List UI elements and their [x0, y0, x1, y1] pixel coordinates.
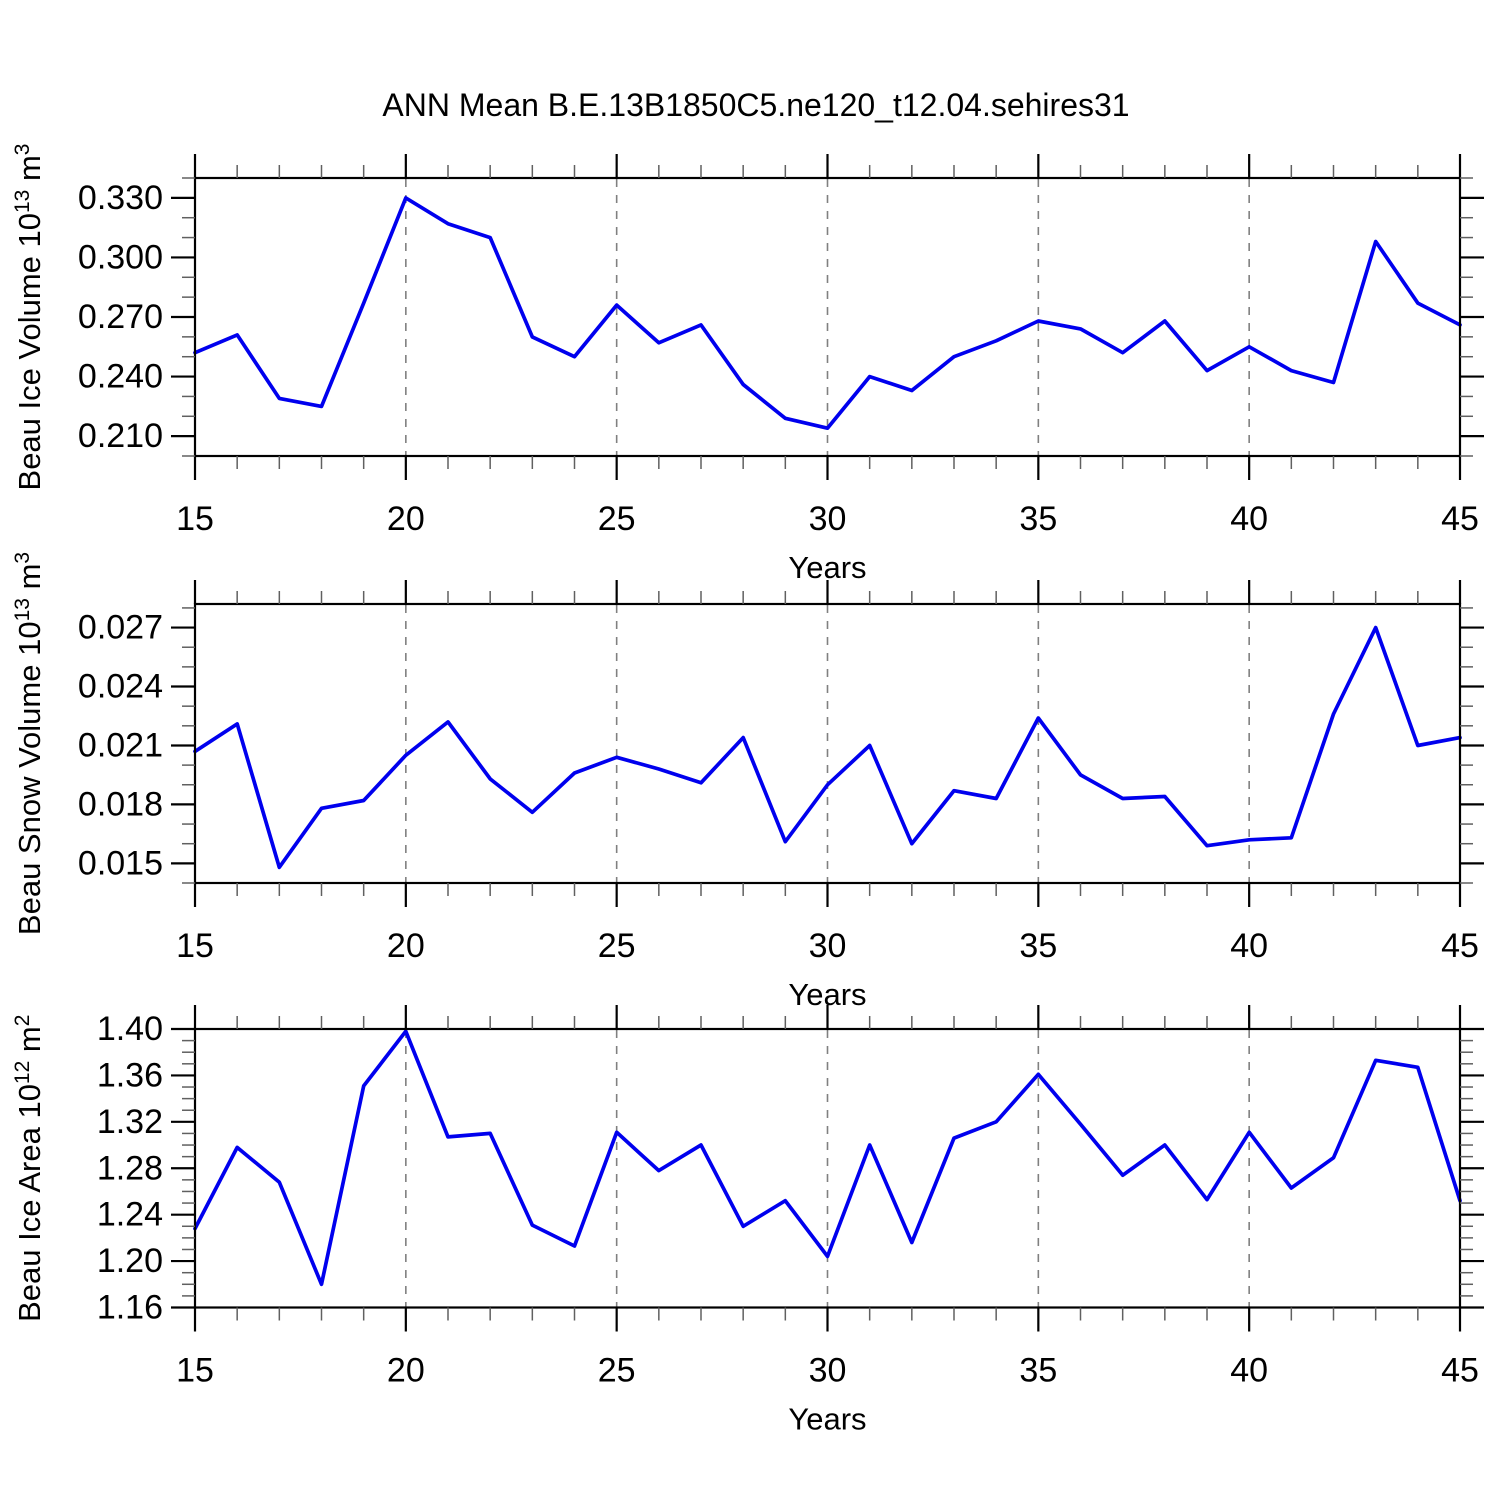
- panel-3-xaxis-title: Years: [788, 1402, 866, 1437]
- xtick-label: 45: [1441, 500, 1479, 538]
- xtick-label: 25: [598, 1352, 636, 1390]
- ytick-label: 1.32: [97, 1103, 163, 1141]
- xtick-label: 20: [387, 500, 425, 538]
- panel-3-yaxis-title: Beau Ice Area 1012 m2: [11, 1015, 47, 1322]
- panel-2-ticks: [171, 580, 1484, 907]
- panel-3-xtick-labels: 15 20 25 30 35 40 45: [176, 1352, 1479, 1390]
- xtick-label: 25: [598, 500, 636, 538]
- panel-2-ytick-labels: 0.027 0.024 0.021 0.018 0.015: [78, 609, 163, 883]
- ytick-label: 0.021: [78, 726, 163, 764]
- panel-1-ytick-labels: 0.330 0.300 0.270 0.240 0.210: [78, 179, 163, 455]
- ytick-label: 1.16: [97, 1289, 163, 1327]
- panel-1-yaxis-title: Beau Ice Volume 1013 m3: [11, 144, 47, 491]
- xtick-label: 15: [176, 1352, 214, 1390]
- ytick-label: 0.240: [78, 358, 163, 396]
- panel-3-ticks: [171, 1005, 1484, 1332]
- ytick-label: 0.015: [78, 844, 163, 882]
- ytick-label: 0.024: [78, 668, 163, 706]
- panel-1-xtick-labels: 15 20 25 30 35 40 45: [176, 500, 1479, 538]
- ytick-label: 0.270: [78, 298, 163, 336]
- panel-2-yaxis-title: Beau Snow Volume 1013 m3: [11, 552, 47, 935]
- ytick-label: 0.300: [78, 238, 163, 276]
- panel-2: 0.027 0.024 0.021 0.018 0.015 15 20 25 30 35 40 45 Y…: [11, 552, 1484, 1012]
- xtick-label: 40: [1230, 1352, 1268, 1390]
- ytick-label: 1.20: [97, 1242, 163, 1280]
- xtick-label: 35: [1019, 1352, 1057, 1390]
- panel-1-data-line: [193, 196, 1462, 431]
- ytick-label: 1.28: [97, 1149, 163, 1187]
- figure-title: ANN Mean B.E.13B1850C5.ne120_t12.04.sehi…: [382, 87, 1129, 123]
- panel-1-ticks: [171, 154, 1484, 480]
- xtick-label: 30: [809, 927, 847, 965]
- xtick-label: 45: [1441, 927, 1479, 965]
- ytick-label: 1.24: [97, 1196, 163, 1234]
- ytick-label: 0.018: [78, 785, 163, 823]
- ytick-label: 1.36: [97, 1056, 163, 1094]
- panel-1-gridlines: [405, 179, 1250, 455]
- panel-1-xaxis-title: Years: [788, 550, 866, 585]
- xtick-label: 40: [1230, 927, 1268, 965]
- xtick-label: 30: [809, 500, 847, 538]
- panel-3: 1.40 1.36 1.32 1.28 1.24 1.20 1.16 15 20 25 30 35 40…: [11, 1005, 1484, 1437]
- panel-2-gridlines: [405, 605, 1250, 882]
- xtick-label: 20: [387, 927, 425, 965]
- xtick-label: 25: [598, 927, 636, 965]
- xtick-label: 15: [176, 500, 214, 538]
- panel-3-gridlines: [405, 1030, 1250, 1307]
- xtick-label: 45: [1441, 1352, 1479, 1390]
- panel-1: 0.330 0.300 0.270 0.240 0.210 15 20 25 30 35 40 45 Y…: [11, 144, 1484, 585]
- panel-3-plot-frame: [193, 1027, 1462, 1309]
- xtick-label: 35: [1019, 927, 1057, 965]
- xtick-label: 40: [1230, 500, 1268, 538]
- xtick-label: 15: [176, 927, 214, 965]
- panel-2-xtick-labels: 15 20 25 30 35 40 45: [176, 927, 1479, 965]
- ytick-label: 0.330: [78, 179, 163, 217]
- panel-2-plot-frame: [193, 602, 1462, 885]
- panel-1-plot-frame: [193, 176, 1462, 458]
- panel-2-data-line: [193, 625, 1462, 870]
- ytick-label: 0.027: [78, 609, 163, 647]
- xtick-label: 35: [1019, 500, 1057, 538]
- ytick-label: 0.210: [78, 417, 163, 455]
- xtick-label: 30: [809, 1352, 847, 1390]
- ytick-label: 1.40: [97, 1010, 163, 1048]
- panel-3-ytick-labels: 1.40 1.36 1.32 1.28 1.24 1.20 1.16: [97, 1010, 163, 1327]
- xtick-label: 20: [387, 1352, 425, 1390]
- panel-3-data-line: [193, 1029, 1462, 1287]
